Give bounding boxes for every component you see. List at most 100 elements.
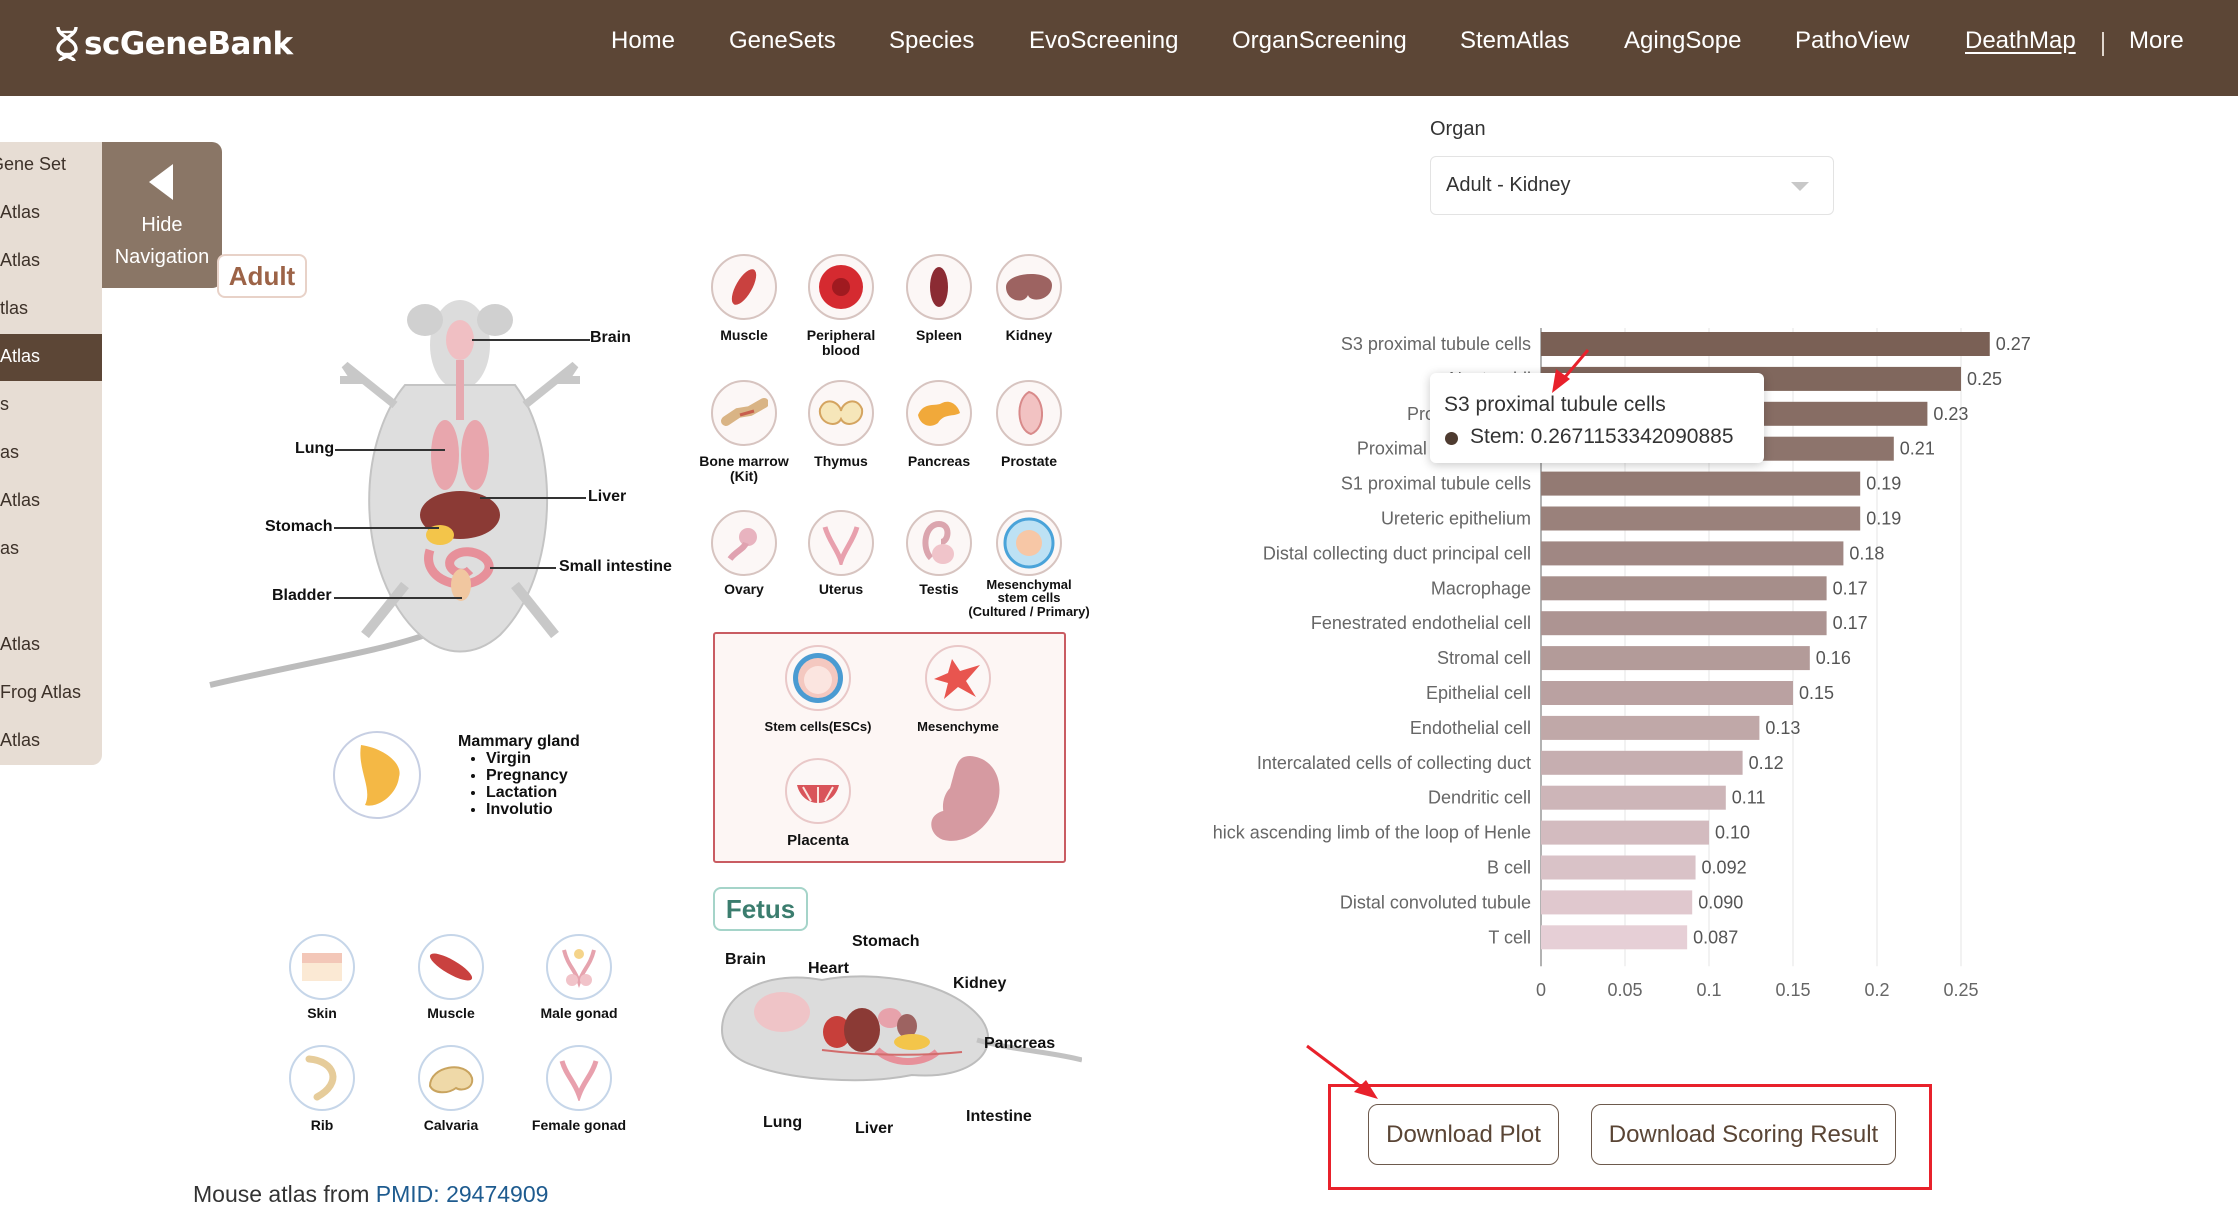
leader-line	[490, 567, 556, 569]
organ-testis[interactable]	[906, 510, 972, 576]
nav-species[interactable]: Species	[889, 27, 975, 54]
nav-genesets[interactable]: GeneSets	[729, 27, 836, 54]
category-label: Fenestrated endothelial cell	[1311, 613, 1531, 633]
bone-icon	[721, 398, 768, 426]
bar[interactable]	[1541, 785, 1726, 810]
bar[interactable]	[1541, 541, 1844, 566]
organ-label-msc-1: Mesenchymal	[986, 577, 1072, 592]
organ-mesenchymal-stem-cells[interactable]	[996, 510, 1062, 576]
organ-label-kit: (Kit)	[730, 468, 758, 484]
organ-mesenchyme[interactable]	[925, 645, 991, 711]
organ-pancreas[interactable]	[906, 380, 972, 446]
organ-rib[interactable]	[289, 1045, 355, 1111]
sidebar-item[interactable]: tlas	[0, 298, 29, 318]
organ-muscle[interactable]	[711, 254, 777, 320]
organ-kidney[interactable]	[996, 254, 1062, 320]
mammary-item: Lactation	[486, 784, 580, 801]
hide-navigation-button[interactable]: Hide Navigation	[102, 142, 222, 288]
category-label: Distal convoluted tubule	[1340, 892, 1531, 912]
nav-agingsope[interactable]: AgingSope	[1624, 27, 1742, 54]
organ-placenta[interactable]	[785, 758, 851, 824]
nav-pathoview[interactable]: PathoView	[1795, 27, 1910, 54]
organ-thymus[interactable]	[808, 380, 874, 446]
leader-line	[335, 449, 445, 451]
brand-logo[interactable]: scGeneBank	[54, 20, 293, 68]
nav-deathmap[interactable]: DeathMap	[1965, 27, 2076, 54]
bar[interactable]	[1541, 332, 1990, 356]
top-navigation-bar: scGeneBank Home GeneSets Species EvoScre…	[0, 0, 2238, 96]
sidebar-item-active[interactable]: Atlas	[0, 334, 102, 381]
mammary-gland-icon	[360, 745, 400, 806]
sidebar-item[interactable]: Atlas	[0, 490, 41, 510]
embryonic-group-box	[713, 632, 1066, 863]
nav-home[interactable]: Home	[611, 27, 676, 54]
bar[interactable]	[1541, 646, 1810, 671]
organ-female-gonad[interactable]	[546, 1045, 612, 1111]
sidebar-item-frog-atlas[interactable]: Frog Atlas	[0, 682, 82, 702]
bar[interactable]	[1541, 576, 1827, 601]
organ-peripheral-blood[interactable]	[808, 254, 874, 320]
nav-evoscreening[interactable]: EvoScreening	[1029, 27, 1179, 54]
sidebar-item[interactable]: Atlas	[0, 202, 41, 222]
nav-organscreening[interactable]: OrganScreening	[1232, 27, 1407, 54]
x-tick-label: 0.2	[1864, 980, 1889, 998]
fetus-label-lung: Lung	[763, 1114, 803, 1131]
sidebar-item[interactable]: as	[0, 442, 20, 462]
sidebar-item[interactable]: Atlas	[0, 634, 41, 654]
bar[interactable]	[1541, 681, 1793, 705]
cell-score-bar-chart[interactable]: 0 0.05 0.1 0.15 0.2 0.25 0.27 S3 proximal tubul…	[1160, 318, 2060, 998]
embryo-illustration[interactable]	[920, 748, 1010, 858]
stem-cell-dish-icon	[1003, 517, 1055, 569]
nav-stematlas[interactable]: StemAtlas	[1460, 27, 1570, 54]
download-plot-button[interactable]: Download Plot	[1368, 1104, 1559, 1165]
label-brain: Brain	[590, 329, 631, 346]
bar[interactable]	[1541, 506, 1861, 531]
category-label: Epithelial cell	[1426, 683, 1531, 703]
organ-calvaria[interactable]	[418, 1045, 484, 1111]
organ-mammary-gland[interactable]	[333, 731, 421, 819]
organ-label-prostate: Prostate	[1000, 453, 1058, 469]
organ-stem-cells-escs[interactable]	[785, 645, 851, 711]
organ-label-blood: blood	[821, 342, 861, 358]
bar-value-label: 0.087	[1693, 927, 1738, 947]
bar[interactable]	[1541, 750, 1743, 775]
organ-fetal-skin[interactable]	[289, 934, 355, 1000]
bar[interactable]	[1541, 471, 1861, 496]
nav-more[interactable]: More	[2129, 27, 2184, 54]
bar-value-label: 0.092	[1702, 858, 1747, 878]
organ-male-gonad[interactable]	[546, 934, 612, 1000]
adult-tag[interactable]: Adult	[217, 254, 307, 298]
organ-label-spleen: Spleen	[916, 327, 962, 343]
fetus-mouse-illustration[interactable]	[712, 960, 1082, 1110]
category-label: Stromal cell	[1437, 648, 1531, 668]
bar[interactable]	[1541, 715, 1760, 740]
download-scoring-result-button[interactable]: Download Scoring Result	[1591, 1104, 1896, 1165]
sidebar-item[interactable]: as	[0, 538, 20, 558]
label-stem-cells-escs: Stem cells(ESCs)	[764, 719, 872, 734]
organ-fetal-muscle[interactable]	[418, 934, 484, 1000]
sidebar-item[interactable]: s	[0, 394, 9, 414]
organ-select[interactable]: Adult - Kidney	[1430, 156, 1834, 215]
organ-spleen[interactable]	[906, 254, 972, 320]
adult-mouse-illustration[interactable]	[205, 285, 605, 695]
leader-line	[480, 497, 586, 499]
sidebar-item[interactable]: Gene Set	[0, 154, 67, 174]
bar[interactable]	[1541, 611, 1827, 636]
organ-uterus[interactable]	[808, 510, 874, 576]
bar[interactable]	[1541, 855, 1696, 880]
organ-ovary[interactable]	[711, 510, 777, 576]
pmid-link[interactable]: PMID: 29474909	[375, 1181, 549, 1207]
fetus-tag[interactable]: Fetus	[713, 887, 808, 931]
bar[interactable]	[1541, 925, 1688, 950]
organ-bone-marrow[interactable]	[711, 380, 777, 446]
organ-prostate[interactable]	[996, 380, 1062, 446]
sidebar-item[interactable]	[0, 574, 102, 621]
mammary-item: Pregnancy	[486, 767, 580, 784]
sidebar-item[interactable]: Atlas	[0, 250, 41, 270]
mammary-gland-list: Mammary gland Virgin Pregnancy Lactation…	[458, 733, 580, 818]
leader-line	[334, 527, 439, 529]
sidebar-item[interactable]: Atlas	[0, 730, 41, 750]
bar[interactable]	[1541, 890, 1693, 915]
blood-cell-icon	[819, 265, 863, 309]
bar[interactable]	[1541, 820, 1709, 845]
